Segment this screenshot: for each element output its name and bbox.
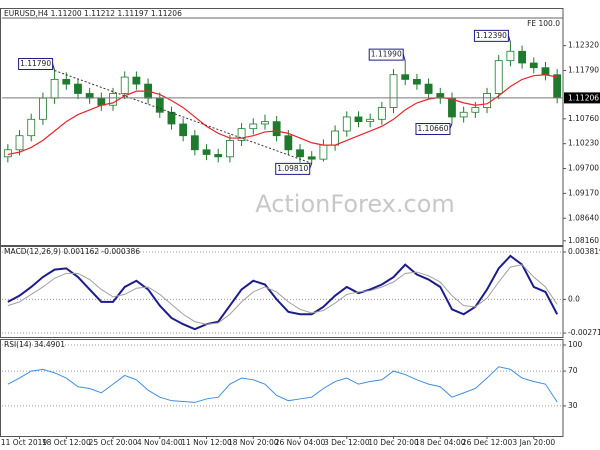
y-tick-label: 100 xyxy=(568,340,583,349)
y-tick-label: 0.0 xyxy=(568,294,580,303)
candle-body xyxy=(412,79,421,85)
y-tick-label: 1.10230 xyxy=(568,139,599,148)
trend-line xyxy=(54,70,312,164)
last-price-label: 1.11206 xyxy=(568,93,599,102)
annotation-leader xyxy=(309,163,313,169)
indicator-line xyxy=(7,264,558,325)
candle-body xyxy=(249,123,258,130)
x-tick-label: 18 Oct 12:00 xyxy=(42,438,91,447)
candle-body xyxy=(225,139,234,158)
candle-body xyxy=(109,93,117,106)
y-tick-label: 1.09700 xyxy=(568,164,599,173)
y-tick-label: -0.002713 xyxy=(568,328,600,337)
panel-title: RSI(14) 34.4901 xyxy=(4,340,65,349)
fe-label: FE 100.0 xyxy=(527,19,560,28)
panel-frame xyxy=(0,339,564,437)
x-tick-label: 18 Dec 04:00 xyxy=(415,438,466,447)
candle-body xyxy=(179,123,188,137)
candle-body xyxy=(366,118,375,123)
x-tick-label: 11 Nov 12:00 xyxy=(181,438,232,447)
candle-body xyxy=(448,97,456,118)
candle-body xyxy=(120,76,129,94)
candle-body xyxy=(377,107,386,120)
panel-frame xyxy=(0,8,564,246)
candle-body xyxy=(494,60,503,94)
candle-body xyxy=(3,149,12,158)
candle-body xyxy=(237,128,246,141)
candle-body xyxy=(50,79,59,99)
candle-body xyxy=(202,149,211,155)
x-tick-label: 25 Oct 20:00 xyxy=(89,438,138,447)
x-tick-label: 18 Nov 20:00 xyxy=(228,438,279,447)
candle-body xyxy=(284,135,293,151)
annotation-box xyxy=(415,123,451,136)
moving-average xyxy=(7,74,558,156)
candle-body xyxy=(553,74,562,99)
candle-body xyxy=(389,74,398,108)
annotation-leader xyxy=(449,123,453,129)
last-price-box xyxy=(564,92,600,104)
annotation-label: 1.09810 xyxy=(277,164,308,173)
y-tick-label: 1.08640 xyxy=(568,213,599,222)
x-tick-label: 4 Nov 04:00 xyxy=(137,438,183,447)
x-tick-label: 26 Nov 04:00 xyxy=(275,438,326,447)
y-tick-label: 1.12320 xyxy=(568,41,599,50)
candle-body xyxy=(518,50,527,64)
candle-body xyxy=(132,76,141,85)
y-tick-label: 1.11790 xyxy=(568,66,599,75)
annotation-label: 1.10660 xyxy=(417,124,448,133)
candle-body xyxy=(296,149,304,158)
annotation-box xyxy=(275,162,311,175)
candle-body xyxy=(272,121,281,137)
indicator-line xyxy=(7,254,559,331)
candle-body xyxy=(529,62,538,69)
candle-body xyxy=(39,97,47,120)
annotation-label: 1.11790 xyxy=(20,59,51,68)
annotation-leader xyxy=(52,63,56,71)
panel-title: EURUSD,H4 1.11200 1.11212 1.11197 1.1120… xyxy=(4,9,182,18)
candle-body xyxy=(214,154,223,158)
candle-body xyxy=(483,93,491,108)
annotation-label: 1.12390 xyxy=(476,31,507,40)
watermark: ActionForex.com xyxy=(255,190,455,218)
candle-body xyxy=(15,135,24,151)
x-tick-label: 11 Oct 2019 xyxy=(1,438,48,447)
y-tick-label: 1.10760 xyxy=(568,114,599,123)
panel-frame xyxy=(0,246,564,338)
candle-body xyxy=(331,130,339,146)
candle-body xyxy=(459,111,468,118)
x-tick-label: 3 Jan 20:00 xyxy=(512,438,555,447)
candle-body xyxy=(319,144,328,160)
y-tick-label: 70 xyxy=(568,366,578,375)
x-tick-label: 3 Dec 12:00 xyxy=(324,438,370,447)
candle-body xyxy=(307,156,316,160)
annotation-leader xyxy=(507,35,511,43)
y-tick-label: 1.08160 xyxy=(568,236,599,245)
candle-body xyxy=(190,135,199,151)
candle-body xyxy=(342,116,351,132)
annotation-label: 1.11990 xyxy=(371,50,402,59)
candle-body xyxy=(354,116,363,123)
annotation-leader xyxy=(402,53,406,62)
panel-title: MACD(12,26,9) 0.001162 -0.000386 xyxy=(4,247,140,256)
y-tick-label: 30 xyxy=(568,401,578,410)
candle-body xyxy=(541,67,550,76)
y-tick-label: 0.003819 xyxy=(568,247,600,256)
candle-body xyxy=(74,83,82,94)
candle-body xyxy=(401,74,410,80)
y-tick-label: 1.09170 xyxy=(568,188,599,197)
candle-body xyxy=(424,83,433,94)
indicator-line xyxy=(7,366,558,403)
x-tick-label: 26 Dec 12:00 xyxy=(462,438,513,447)
candle-body xyxy=(471,107,480,113)
candle-body xyxy=(506,50,515,62)
candle-body xyxy=(27,118,36,137)
candle-body xyxy=(261,121,269,125)
x-tick-label: 10 Dec 20:00 xyxy=(368,438,419,447)
candle-body xyxy=(62,79,71,85)
candle-body xyxy=(155,97,164,113)
candle-body xyxy=(167,111,176,125)
